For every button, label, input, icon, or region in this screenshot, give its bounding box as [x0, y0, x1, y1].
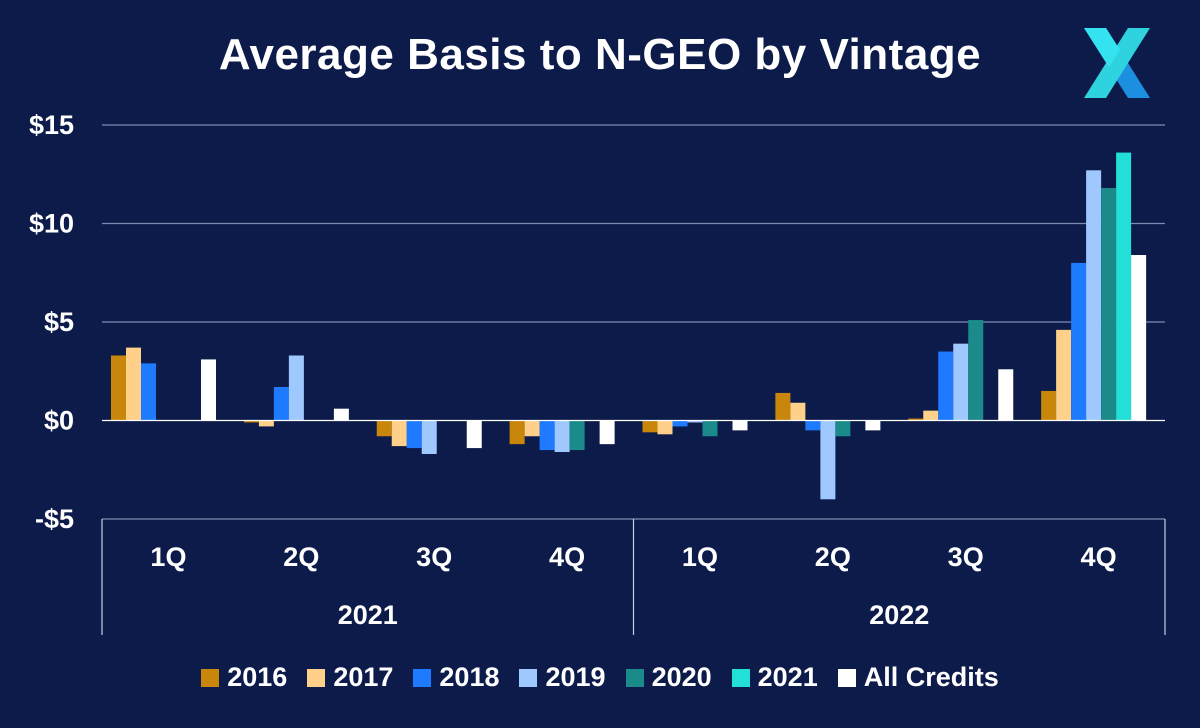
- bar: [1071, 262, 1087, 421]
- bar: [258, 420, 274, 427]
- bar: [790, 402, 806, 421]
- year-label: 2021: [338, 600, 398, 630]
- bar: [376, 420, 392, 437]
- bar: [243, 420, 259, 423]
- bar: [111, 355, 126, 421]
- legend-swatch: [837, 668, 856, 687]
- legend-swatch: [307, 668, 326, 687]
- bar: [805, 420, 821, 431]
- legend-swatch: [731, 668, 750, 687]
- bar: [1041, 390, 1057, 421]
- bar: [820, 420, 836, 500]
- bar: [1101, 188, 1117, 421]
- legend-label: 2019: [545, 662, 606, 692]
- legend-item: 2020: [625, 662, 712, 693]
- legend-item: 2017: [307, 662, 393, 693]
- bar: [775, 392, 791, 421]
- bar: [908, 418, 924, 421]
- bar: [509, 420, 525, 445]
- bar: [1131, 255, 1147, 421]
- quarter-label: 2Q: [815, 542, 851, 572]
- bar: [865, 420, 881, 431]
- bar: [524, 420, 540, 437]
- legend-item: 2018: [413, 662, 499, 693]
- legend-label: All Credits: [863, 662, 999, 692]
- y-tick-label: $10: [29, 209, 74, 239]
- bar: [732, 420, 748, 431]
- bar: [599, 420, 615, 445]
- bar: [141, 363, 156, 421]
- bar: [273, 387, 289, 421]
- legend-label: 2018: [439, 662, 500, 692]
- legend-item: 2019: [519, 662, 606, 693]
- bar: [968, 320, 984, 421]
- legend-label: 2016: [227, 662, 288, 692]
- legend-swatch: [625, 668, 644, 687]
- legend-label: 2021: [757, 662, 818, 692]
- bar: [642, 420, 658, 433]
- bar: [288, 355, 304, 421]
- quarter-label: 2Q: [283, 542, 319, 572]
- legend-swatch: [519, 668, 538, 687]
- quarter-label: 3Q: [948, 542, 984, 572]
- quarter-label: 4Q: [549, 542, 585, 572]
- legend-label: 2020: [651, 662, 712, 692]
- legend-swatch: [201, 668, 220, 687]
- x-logo-icon: [1084, 28, 1150, 98]
- chart-legend: 2016 2017 2018 2019 2020 2021 All Credits: [0, 662, 1200, 693]
- chart-title: Average Basis to N-GEO by Vintage: [218, 30, 982, 79]
- bar: [998, 369, 1014, 421]
- bar: [333, 408, 349, 421]
- bar: [672, 420, 688, 427]
- bar: [391, 420, 407, 447]
- bar: [421, 420, 437, 454]
- bar: [539, 420, 555, 451]
- y-tick-label: $15: [29, 110, 74, 140]
- bar: [1056, 329, 1072, 421]
- legend-item: All Credits: [837, 662, 999, 693]
- bar: [406, 420, 422, 449]
- legend-item: 2016: [201, 662, 287, 693]
- quarter-label: 1Q: [682, 542, 718, 572]
- bar: [687, 420, 703, 423]
- bar: [923, 410, 939, 421]
- legend-item: 2021: [731, 662, 818, 693]
- bar: [1116, 152, 1132, 421]
- legend-label: 2017: [333, 662, 394, 692]
- bar: [126, 347, 141, 421]
- bar: [554, 420, 570, 453]
- bar: [702, 420, 718, 437]
- bar: [657, 420, 673, 435]
- y-tick-label: -$5: [35, 504, 74, 534]
- legend-swatch: [413, 668, 432, 687]
- quarter-label: 4Q: [1081, 542, 1117, 572]
- bar: [1086, 170, 1102, 421]
- bar: [835, 420, 851, 437]
- bar: [569, 420, 585, 451]
- year-label: 2022: [869, 600, 929, 630]
- bar: [938, 351, 954, 421]
- bar: [201, 359, 216, 421]
- bar: [466, 420, 482, 449]
- bar: [953, 343, 969, 421]
- quarter-label: 1Q: [150, 542, 186, 572]
- y-tick-label: $0: [44, 406, 74, 436]
- quarter-label: 3Q: [416, 542, 452, 572]
- y-tick-label: $5: [44, 307, 74, 337]
